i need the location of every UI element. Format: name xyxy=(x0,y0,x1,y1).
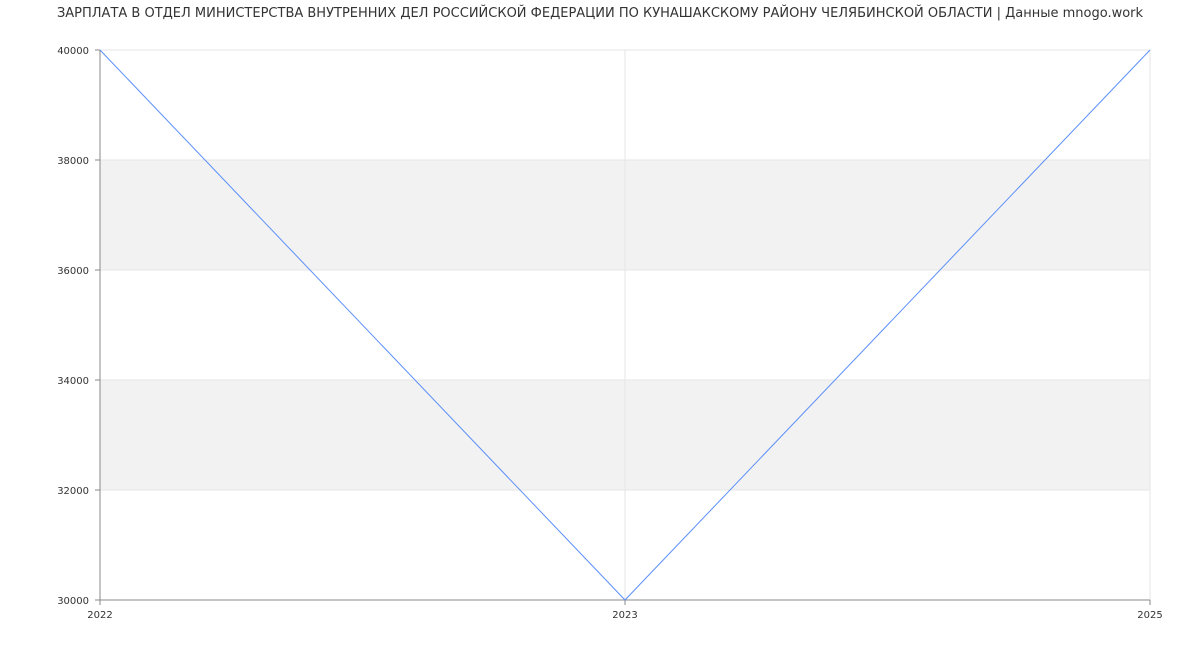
y-tick-label: 40000 xyxy=(57,46,89,57)
y-tick-label: 38000 xyxy=(57,156,89,167)
y-tick-label: 36000 xyxy=(57,266,89,277)
x-tick-label: 2025 xyxy=(1137,610,1162,621)
chart-title: ЗАРПЛАТА В ОТДЕЛ МИНИСТЕРСТВА ВНУТРЕННИХ… xyxy=(56,6,1144,21)
y-tick-label: 32000 xyxy=(57,486,89,497)
x-tick-label: 2023 xyxy=(612,610,637,621)
series-line xyxy=(99,49,1151,601)
y-tick-label: 34000 xyxy=(57,376,89,387)
x-tick-label: 2022 xyxy=(87,610,112,621)
y-tick-label: 30000 xyxy=(57,596,89,607)
